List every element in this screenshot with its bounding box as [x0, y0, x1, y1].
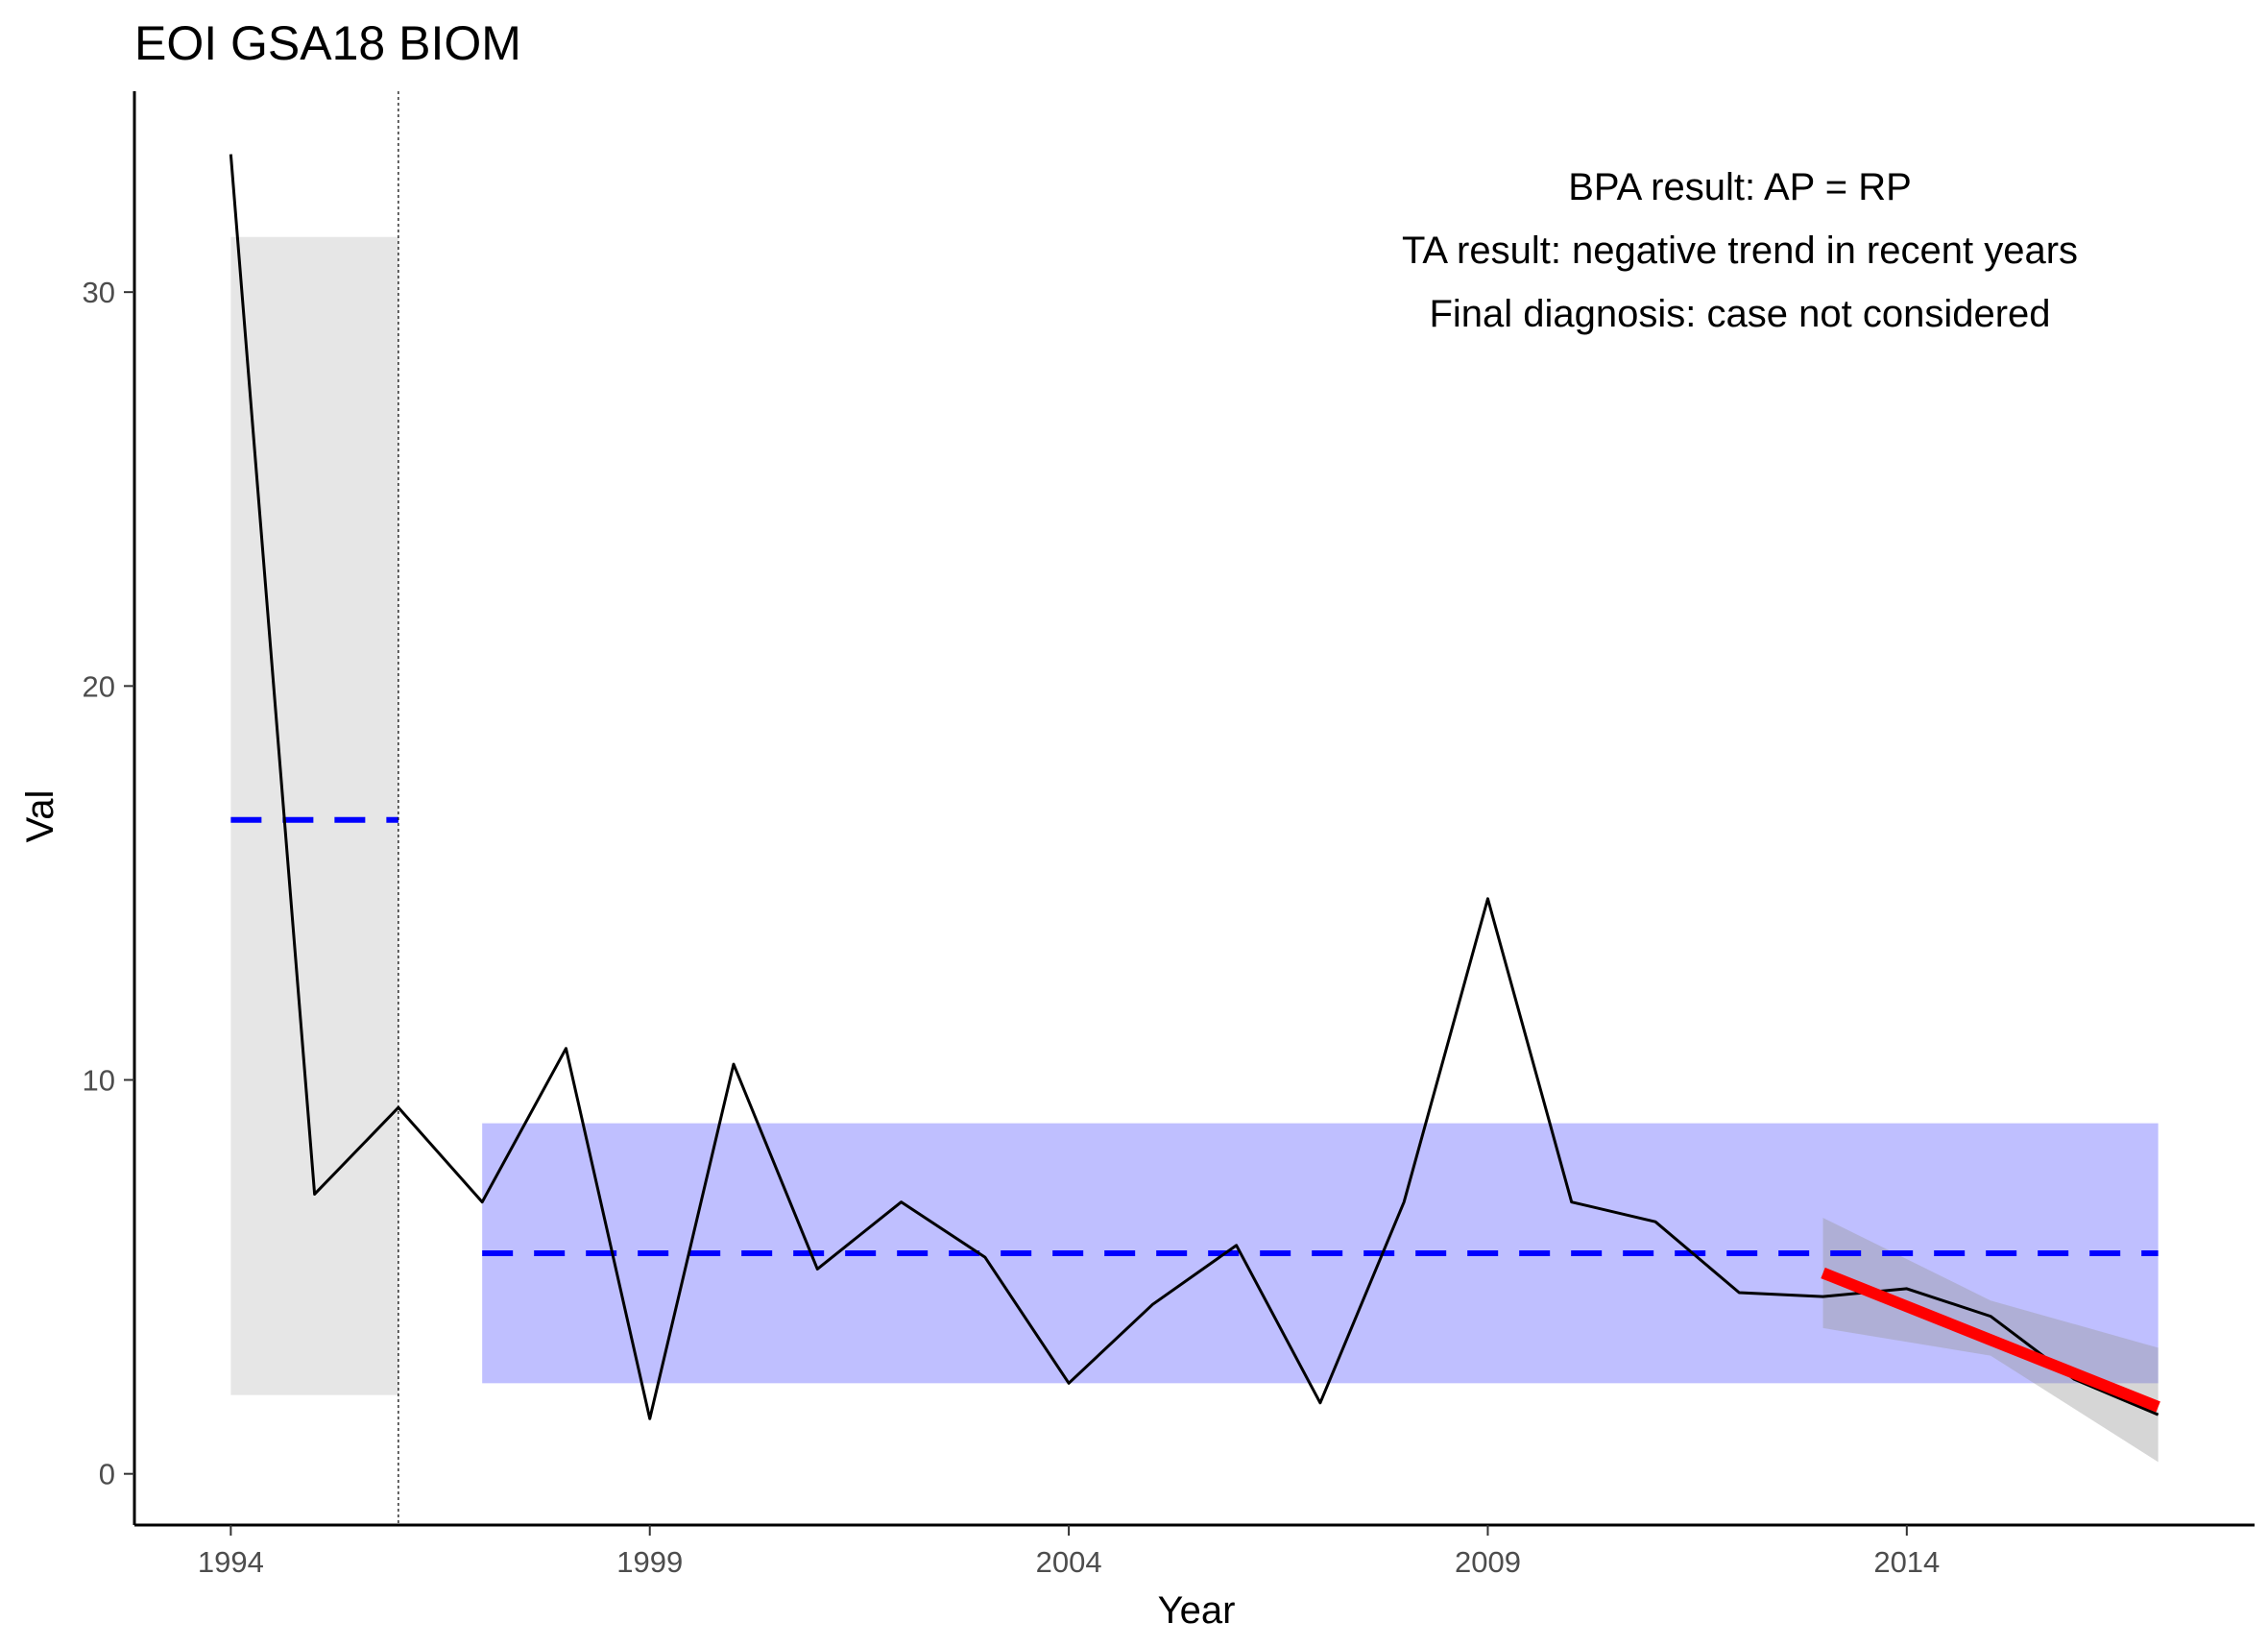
annotation-line-1: BPA result: AP = RP — [1568, 166, 1912, 208]
chart-title: EOI GSA18 BIOM — [134, 16, 521, 70]
axes — [133, 91, 2255, 1527]
x-tick-label: 2004 — [1036, 1545, 1102, 1579]
y-tick-label: 20 — [83, 669, 115, 703]
series-line-1 — [229, 154, 2159, 1420]
y-axis-ticks: 0 10 20 30 — [83, 276, 134, 1491]
trend-lines — [1821, 1267, 2160, 1413]
annotation-block: BPA result: AP = RP TA result: negative t… — [1402, 166, 2078, 335]
segment-bands — [230, 236, 2159, 1395]
segment-means — [230, 816, 2159, 1256]
segment-band-1 — [230, 236, 398, 1395]
y-tick-label: 10 — [83, 1064, 115, 1098]
x-tick-label: 1999 — [616, 1545, 683, 1579]
y-tick-label: 30 — [83, 276, 115, 309]
series-lines — [229, 154, 2159, 1420]
x-axis-label: Year — [1158, 1589, 1236, 1632]
annotation-line-3: Final diagnosis: case not considered — [1429, 293, 2050, 335]
trend-line — [1821, 1267, 2160, 1413]
x-axis-ticks: 1994 1999 2004 2009 2014 — [198, 1525, 1940, 1579]
annotation-line-2: TA result: negative trend in recent year… — [1402, 230, 2078, 272]
y-axis-label: Val — [19, 790, 61, 843]
y-tick-label: 0 — [99, 1458, 115, 1491]
x-tick-label: 2014 — [1873, 1545, 1940, 1579]
x-tick-label: 1994 — [198, 1545, 264, 1579]
x-tick-label: 2009 — [1455, 1545, 1521, 1579]
